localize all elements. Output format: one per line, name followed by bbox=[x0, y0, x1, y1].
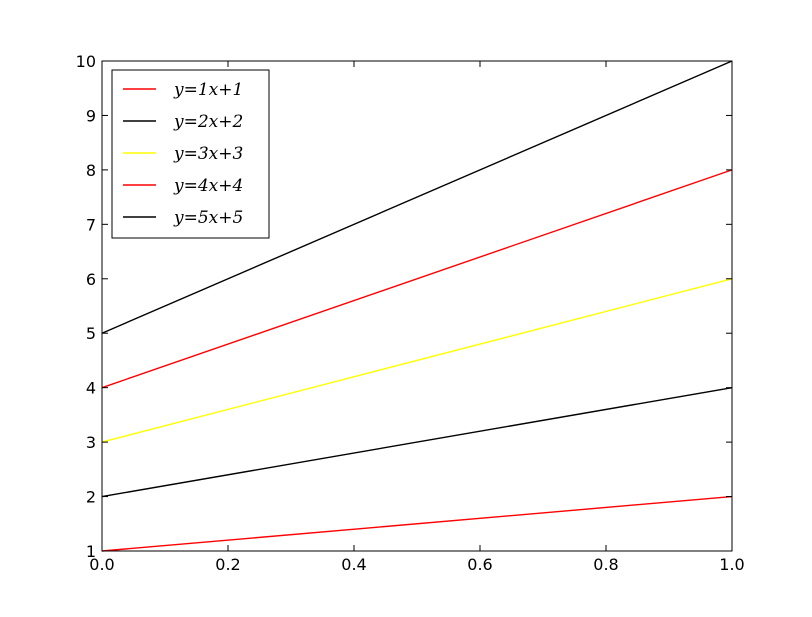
y-tick-label: 8 bbox=[86, 161, 96, 180]
y-tick-label: 5 bbox=[86, 324, 96, 343]
legend-label-1: y=1x+1 bbox=[173, 80, 243, 100]
series-line-4 bbox=[101, 169, 733, 389]
x-tick-label: 0.8 bbox=[593, 555, 618, 574]
legend-label-3: y=3x+3 bbox=[173, 144, 243, 164]
y-tick-label: 4 bbox=[86, 379, 96, 398]
series-line-5 bbox=[101, 60, 733, 334]
x-tick-label: 1.0 bbox=[719, 555, 744, 574]
legend-box bbox=[111, 69, 270, 239]
x-tick-label: 0.4 bbox=[341, 555, 366, 574]
x-tick-label: 0.6 bbox=[467, 555, 492, 574]
y-tick-label: 1 bbox=[86, 542, 96, 561]
series-line-2 bbox=[101, 386, 733, 498]
y-tick-label: 2 bbox=[86, 488, 96, 507]
tick-layer: 0.0 0.2 0.4 0.6 0.8 1.0 1 2 3 4 5 6 7 8 9 10 bbox=[76, 52, 745, 574]
x-tick-label: 0.0 bbox=[89, 555, 114, 574]
y-tick-label: 9 bbox=[86, 106, 96, 125]
series-line-1 bbox=[101, 495, 733, 552]
legend-label-2: y=2x+2 bbox=[173, 112, 243, 132]
series-layer bbox=[101, 60, 733, 552]
plot-frame bbox=[101, 60, 733, 552]
y-tick-label: 7 bbox=[86, 215, 96, 234]
x-tick-label: 0.2 bbox=[215, 555, 240, 574]
legend: y=1x+1 y=2x+2 y=3x+3 y=4x+4 y=5x+5 bbox=[111, 69, 270, 239]
series-line-3 bbox=[101, 278, 733, 443]
y-tick-label: 10 bbox=[76, 52, 96, 71]
y-tick-label: 6 bbox=[86, 270, 96, 289]
legend-label-5: y=5x+5 bbox=[173, 208, 243, 228]
y-tick-label: 3 bbox=[86, 433, 96, 452]
legend-label-4: y=4x+4 bbox=[173, 176, 243, 196]
